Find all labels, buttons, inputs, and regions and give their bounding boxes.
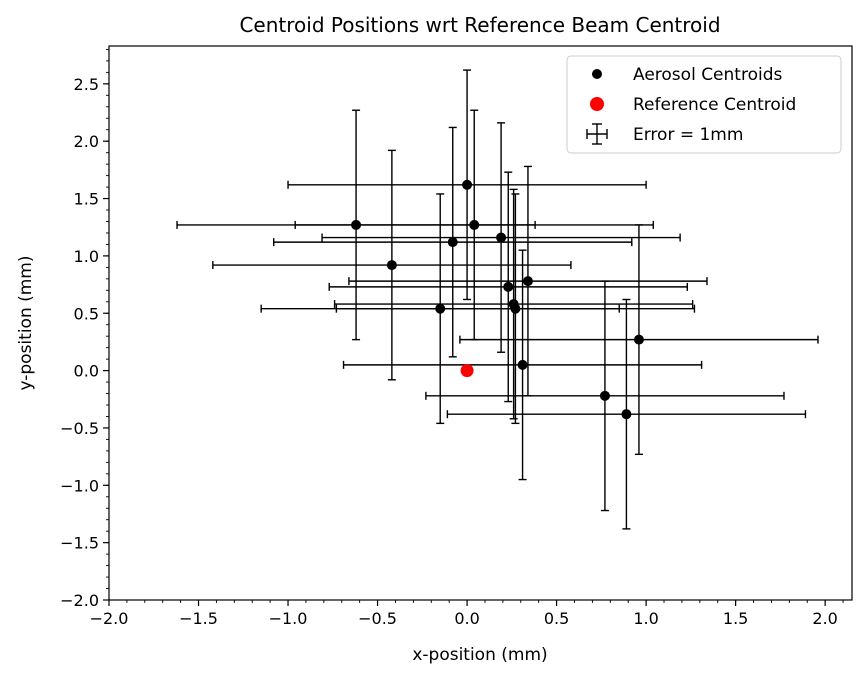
chart-title: Centroid Positions wrt Reference Beam Ce… (239, 13, 720, 37)
data-points (351, 179, 644, 420)
y-tick-label: −0.5 (60, 419, 99, 438)
aerosol-point (621, 409, 632, 420)
aerosol-point (633, 334, 644, 345)
legend-label-reference: Reference Centroid (633, 95, 796, 115)
legend-label-error: Error = 1mm (633, 125, 743, 145)
aerosol-point (510, 303, 521, 314)
y-tick-label: −2.0 (60, 591, 99, 610)
y-tick-label: 1.0 (74, 247, 99, 266)
aerosol-point (351, 219, 362, 230)
y-tick-label: 2.5 (74, 75, 99, 94)
x-axis: −2.0 −1.5 −1.0 −0.5 0.0 0.5 1.0 1.5 2.0 (90, 600, 844, 628)
legend-marker-reference (590, 97, 604, 111)
aerosol-point (503, 281, 514, 292)
y-tick-label: 0.5 (74, 304, 99, 323)
x-tick-label: −2.0 (90, 609, 129, 628)
y-tick-label: 1.5 (74, 190, 99, 209)
aerosol-point (447, 237, 458, 248)
aerosol-point (386, 260, 397, 271)
x-tick-label: 2.0 (812, 609, 837, 628)
legend: Aerosol Centroids Reference Centroid Err… (566, 55, 842, 154)
x-tick-label: −0.5 (358, 609, 397, 628)
aerosol-point (469, 219, 480, 230)
x-tick-label: 1.0 (633, 609, 658, 628)
x-tick-label: 0.5 (544, 609, 569, 628)
aerosol-point (517, 359, 528, 370)
x-axis-label: x-position (mm) (412, 645, 547, 665)
y-tick-label: 2.0 (74, 132, 99, 151)
aerosol-point (462, 179, 473, 190)
reference-point (460, 364, 474, 378)
legend-label-aerosol: Aerosol Centroids (633, 65, 782, 85)
legend-marker-error (586, 123, 608, 145)
y-axis-label: y-position (mm) (16, 255, 36, 390)
y-tick-label: −1.5 (60, 534, 99, 553)
aerosol-point (522, 276, 533, 287)
aerosol-point (435, 303, 446, 314)
x-tick-label: −1.5 (179, 609, 218, 628)
x-tick-label: 1.5 (723, 609, 748, 628)
x-tick-label: −1.0 (269, 609, 308, 628)
y-tick-label: −1.0 (60, 476, 99, 495)
y-axis: −2.0 −1.5 −1.0 −0.5 0.0 0.5 1.0 1.5 2.0 2.5 (60, 48, 109, 610)
aerosol-point (496, 232, 507, 243)
y-tick-label: 0.0 (74, 362, 99, 381)
legend-marker-aerosol (592, 69, 602, 79)
x-tick-label: 0.0 (454, 609, 479, 628)
aerosol-point (599, 390, 610, 401)
legend-box (566, 55, 842, 154)
plot-frame (108, 45, 853, 601)
